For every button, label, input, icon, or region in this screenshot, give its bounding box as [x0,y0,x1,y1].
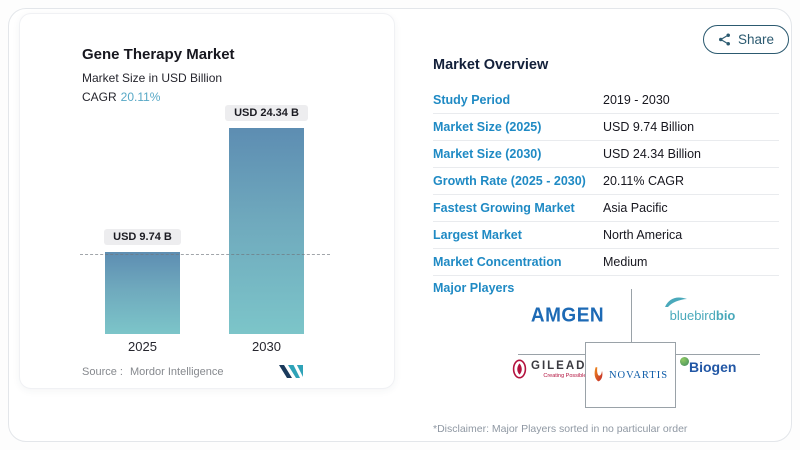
row-label: Largest Market [433,228,522,242]
bar-group-2030: USD 24.34 B 2030 [225,105,308,354]
cagr-label: CAGR [82,90,117,104]
gilead-logo-text: GILEAD [531,359,587,372]
row-value: USD 9.74 Billion [603,120,695,134]
biogen-logo: Biogen [680,357,737,377]
gilead-logo: GILEAD Creating Possible [512,359,586,379]
gilead-tagline: Creating Possible [543,372,587,379]
bluebird-bio-text: bio [715,308,736,323]
row-value: 20.11% CAGR [603,174,685,188]
source-value: Mordor Intelligence [129,366,224,378]
amgen-logo-text: AMGEN [530,303,605,326]
bluebird-bird-icon [664,297,687,307]
novartis-flame-icon [594,367,603,382]
source-label: Source : [82,366,123,378]
infographic-card: Gene Therapy Market Market Size in USD B… [8,8,792,442]
row-value: USD 24.34 Billion [603,147,701,161]
bar-value-label-2030: USD 24.34 B [225,105,308,121]
table-row: Study Period 2019 - 2030 [433,87,779,114]
novartis-logo: NOVARTIS [585,342,676,408]
x-axis-label-2030: 2030 [252,339,281,354]
row-label: Market Size (2025) [433,120,542,134]
biogen-logo-text: Biogen [689,359,737,375]
row-label: Growth Rate (2025 - 2030) [433,174,586,188]
row-label: Market Concentration [433,255,562,269]
gilead-shield-icon [512,359,527,379]
major-players-logos: AMGEN bluebirdbio GILEAD Creating Poss [504,289,774,408]
table-row: Market Size (2025) USD 9.74 Billion [433,114,779,141]
share-button[interactable]: Share [703,25,790,54]
bluebirdbio-logo: bluebirdbio [631,289,774,342]
overview-table: Study Period 2019 - 2030 Market Size (20… [433,87,779,276]
row-value: Medium [603,255,648,269]
overview-heading: Market Overview [433,57,549,73]
bluebird-text: bluebird [669,308,716,323]
major-players-label: Major Players [433,281,515,295]
row-label: Market Size (2030) [433,147,542,161]
mordor-intelligence-logo-icon [279,364,304,379]
disclaimer-text: *Disclaimer: Major Players sorted in no … [433,423,688,435]
source-attribution: Source : Mordor Intelligence [82,366,224,378]
novartis-logo-text: NOVARTIS [608,369,669,381]
bar-group-2025: USD 9.74 B 2025 [104,229,181,354]
chart-subtitle: Market Size in USD Billion [82,71,223,85]
amgen-logo: AMGEN [504,289,631,342]
row-value: 2019 - 2030 [603,93,670,107]
table-row: Market Size (2030) USD 24.34 Billion [433,141,779,168]
table-row: Largest Market North America [433,222,779,249]
bar-2030[interactable] [229,128,304,334]
share-button-label: Share [738,32,775,47]
cagr-value: 20.11% [120,90,161,104]
chart-cagr-line: CAGR 20.11% [82,90,160,104]
table-row: Market Concentration Medium [433,249,779,276]
chart-title: Gene Therapy Market [82,46,235,63]
x-axis-label-2025: 2025 [128,339,157,354]
bar-2025[interactable] [105,252,180,334]
share-icon [719,33,730,46]
row-value: North America [603,228,683,242]
reference-dashed-line [80,254,330,255]
bar-value-label-2025: USD 9.74 B [104,229,181,245]
table-row: Growth Rate (2025 - 2030) 20.11% CAGR [433,168,779,195]
logo-divider-vertical [631,289,632,342]
chart-panel: Gene Therapy Market Market Size in USD B… [19,13,395,389]
table-row: Fastest Growing Market Asia Pacific [433,195,779,222]
biogen-sphere-icon [680,357,689,366]
row-label: Study Period [433,93,511,107]
row-label: Fastest Growing Market [433,201,575,215]
row-value: Asia Pacific [603,201,668,215]
